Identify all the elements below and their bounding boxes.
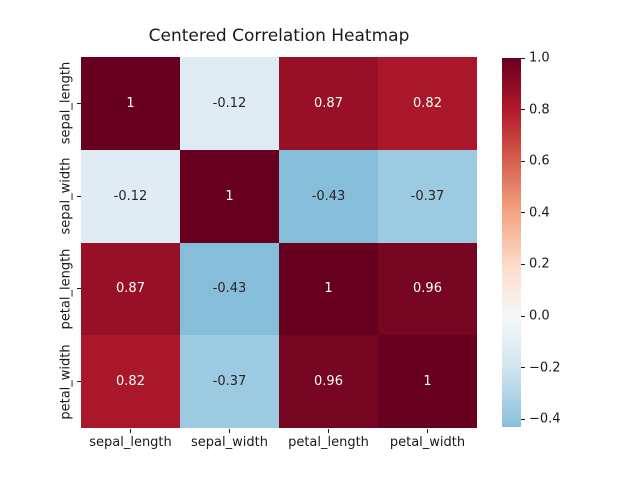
colorbar-tick-label: −0.4 [529,411,561,427]
cell-annotation: 0.82 [116,374,145,390]
cell-annotation: 1 [423,374,432,390]
cell-annotation: -0.12 [113,188,148,204]
heatmap-cell: -0.37 [180,335,279,428]
colorbar-tick-mark [521,160,525,162]
y-tick-mark [76,195,81,197]
heatmap-cell: 1 [81,57,180,150]
x-tick-mark [130,428,131,433]
colorbar-tick-label: 1.0 [529,50,550,66]
heatmap-cell: 0.82 [81,335,180,428]
x-tick-mark [328,428,329,433]
colorbar-tick-mark [521,263,525,265]
colorbar-tick-label: 0.4 [529,205,550,221]
colorbar-tick-mark [521,109,525,111]
colorbar-tick-mark [521,315,525,317]
colorbar-tick-mark [521,367,525,369]
y-tick-label: sepal_length [58,62,74,145]
x-tick-label: sepal_width [191,435,268,450]
cell-annotation: 1 [225,188,234,204]
cell-annotation: 0.96 [314,374,343,390]
cell-annotation: -0.37 [410,188,445,204]
cell-annotation: 0.87 [314,95,343,111]
heatmap-cell: 0.87 [279,57,378,150]
y-tick-label: petal_width [58,343,74,420]
x-tick-mark [427,428,428,433]
heatmap-cell: 1 [378,335,477,428]
heatmap-cell: 0.96 [378,242,477,336]
colorbar-tick-label: 0.6 [529,153,550,169]
colorbar-tick-label: 0.8 [529,102,550,118]
heatmap-cell: 1 [180,149,279,243]
colorbar-tick-mark [521,57,525,59]
heatmap-cell: 1 [279,242,378,336]
cell-annotation: -0.37 [212,374,247,390]
heatmap-cell: -0.43 [180,242,279,336]
cell-annotation: 0.82 [413,95,442,111]
chart-title: Centered Correlation Heatmap [148,26,410,46]
heatmap-cell: -0.12 [81,149,180,243]
x-tick-mark [229,428,230,433]
y-tick-mark [76,381,81,383]
cell-annotation: -0.43 [311,188,346,204]
heatmap: 1 -0.12 0.87 0.82 -0.12 1 -0.43 -0.37 0.87 -0.43 1… [81,57,477,428]
heatmap-cell: -0.37 [378,149,477,243]
colorbar [502,58,521,427]
colorbar-tick-mark [521,418,525,420]
cell-annotation: -0.43 [212,281,247,297]
y-tick-label: petal_length [58,248,74,330]
x-tick-label: petal_width [389,435,466,450]
y-tick-mark [76,288,81,290]
heatmap-cell: 0.96 [279,335,378,428]
colorbar-tick-label: 0.2 [529,256,550,272]
x-tick-label: sepal_length [89,435,172,450]
heatmap-cell: -0.43 [279,149,378,243]
heatmap-cell: 0.82 [378,57,477,150]
heatmap-cell: 0.87 [81,242,180,336]
colorbar-tick-label: 0.0 [529,308,550,324]
y-tick-label: sepal_width [58,157,74,235]
cell-annotation: 0.96 [413,281,442,297]
y-tick-mark [76,102,81,104]
cell-annotation: -0.12 [212,95,247,111]
cell-annotation: 0.87 [116,281,145,297]
colorbar-tick-mark [521,212,525,214]
x-tick-label: petal_length [288,435,369,450]
colorbar-tick-label: −0.2 [529,360,561,376]
cell-annotation: 1 [126,95,135,111]
cell-annotation: 1 [324,281,333,297]
heatmap-cell: -0.12 [180,57,279,150]
